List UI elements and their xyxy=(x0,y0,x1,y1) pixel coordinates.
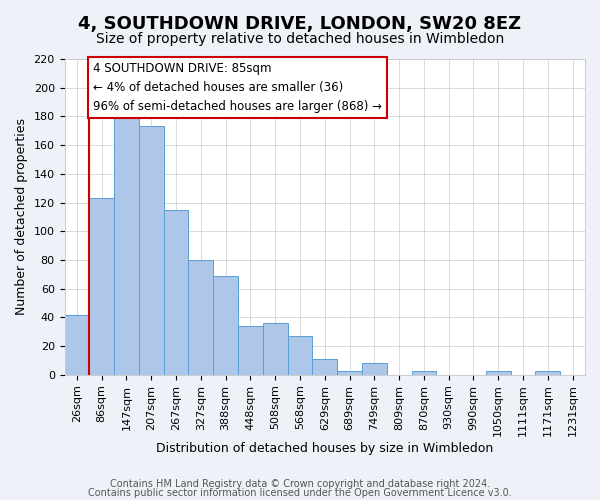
Bar xyxy=(535,370,560,375)
Bar xyxy=(89,198,114,375)
Bar xyxy=(313,359,337,375)
Bar xyxy=(188,260,213,375)
Bar xyxy=(139,126,164,375)
Y-axis label: Number of detached properties: Number of detached properties xyxy=(15,118,28,316)
Text: 4, SOUTHDOWN DRIVE, LONDON, SW20 8EZ: 4, SOUTHDOWN DRIVE, LONDON, SW20 8EZ xyxy=(79,15,521,33)
Text: Contains HM Land Registry data © Crown copyright and database right 2024.: Contains HM Land Registry data © Crown c… xyxy=(110,479,490,489)
Text: Size of property relative to detached houses in Wimbledon: Size of property relative to detached ho… xyxy=(96,32,504,46)
Bar xyxy=(114,112,139,375)
X-axis label: Distribution of detached houses by size in Wimbledon: Distribution of detached houses by size … xyxy=(156,442,493,455)
Bar xyxy=(65,314,89,375)
Bar xyxy=(287,336,313,375)
Bar xyxy=(362,364,387,375)
Bar xyxy=(164,210,188,375)
Bar xyxy=(213,276,238,375)
Text: 4 SOUTHDOWN DRIVE: 85sqm
← 4% of detached houses are smaller (36)
96% of semi-de: 4 SOUTHDOWN DRIVE: 85sqm ← 4% of detache… xyxy=(93,62,382,113)
Bar xyxy=(238,326,263,375)
Bar xyxy=(486,370,511,375)
Text: Contains public sector information licensed under the Open Government Licence v3: Contains public sector information licen… xyxy=(88,488,512,498)
Bar xyxy=(337,370,362,375)
Bar xyxy=(263,323,287,375)
Bar xyxy=(412,370,436,375)
